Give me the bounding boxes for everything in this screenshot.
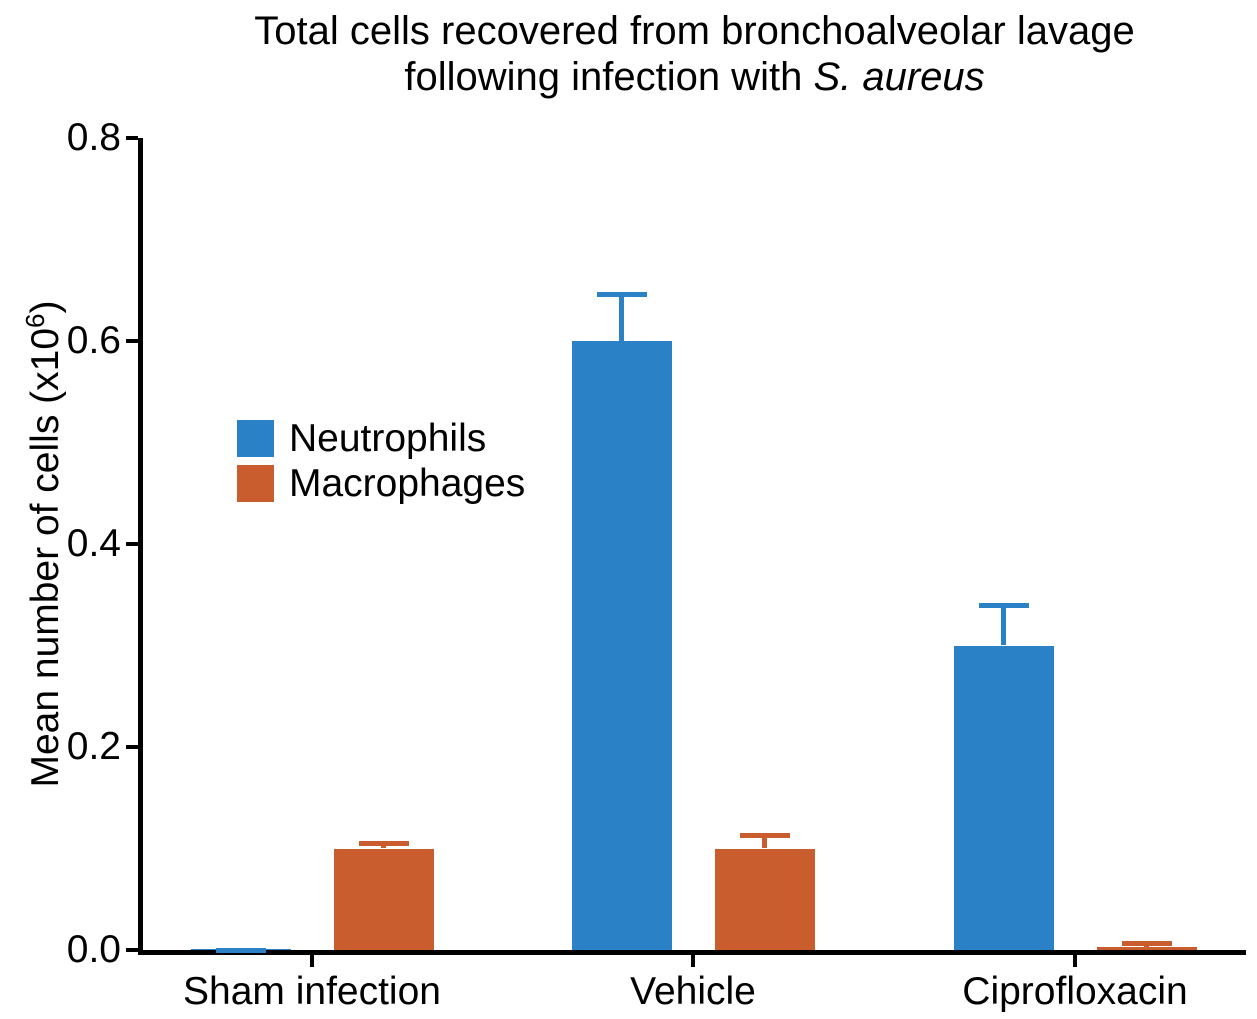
x-category-label-vehicle: Vehicle (630, 970, 756, 1013)
chart-title-line1: Total cells recovered from bronchoalveol… (254, 9, 1135, 53)
y-tick-0.2 (126, 745, 138, 749)
y-tick-0.6 (126, 339, 138, 343)
chart-title: Total cells recovered from bronchoalveol… (143, 8, 1246, 100)
x-category-label-sham-infection: Sham infection (183, 970, 441, 1013)
legend-label-neutrophils: Neutrophils (289, 417, 487, 460)
chart-title-line2-italic: S. aureus (813, 55, 985, 99)
chart-title-line2: following infection with S. aureus (143, 54, 1246, 100)
bar-neutrophils-ciprofloxacin (953, 645, 1054, 950)
error-bar-cap-neutrophils-ciprofloxacin (978, 602, 1029, 608)
legend-item-neutrophils: Neutrophils (237, 417, 525, 460)
legend-item-macrophages: Macrophages (237, 462, 526, 505)
y-tick-0.8 (126, 136, 138, 140)
bar-macrophages-sham-infection (333, 848, 434, 950)
y-axis-title-suffix: ) (24, 300, 67, 314)
error-bar-cap-macrophages-ciprofloxacin (1121, 940, 1172, 946)
bar-macrophages-ciprofloxacin (1096, 946, 1197, 950)
error-bar-cap-neutrophils-vehicle (596, 292, 647, 298)
bar-neutrophils-vehicle (571, 341, 672, 950)
legend-swatch-macrophages (237, 465, 274, 502)
legend-label-macrophages: Macrophages (289, 462, 526, 505)
bar-macrophages-vehicle (714, 848, 815, 950)
chart-title-line2-prefix: following infection with (404, 55, 814, 99)
legend: Neutrophils Macrophages (237, 417, 526, 510)
error-bar-stem-neutrophils-ciprofloxacin (1001, 602, 1006, 646)
x-category-label-ciprofloxacin: Ciprofloxacin (962, 970, 1188, 1013)
x-axis-line (138, 950, 1246, 955)
legend-swatch-neutrophils (237, 420, 274, 457)
y-tick-0.4 (126, 542, 138, 546)
x-tick-vehicle (691, 955, 695, 967)
error-bar-stem-macrophages-vehicle (762, 833, 767, 849)
x-tick-sham-infection (310, 955, 314, 967)
error-bar-cap-macrophages-vehicle (739, 833, 790, 839)
y-tick-label-0.6: 0.6 (66, 319, 121, 362)
y-tick-label-0.0: 0.0 (66, 928, 121, 971)
error-bar-stem-neutrophils-vehicle (619, 292, 624, 341)
y-axis-line (138, 138, 143, 955)
error-bar-cap-macrophages-sham-infection (358, 841, 409, 847)
y-tick-label-0.4: 0.4 (66, 522, 121, 565)
y-tick-label-0.2: 0.2 (66, 725, 121, 768)
x-tick-ciprofloxacin (1073, 955, 1077, 967)
error-bar-cap-neutrophils-sham-infection (215, 947, 266, 953)
y-tick-0.0 (126, 948, 138, 952)
y-tick-label-0.8: 0.8 (66, 116, 121, 159)
